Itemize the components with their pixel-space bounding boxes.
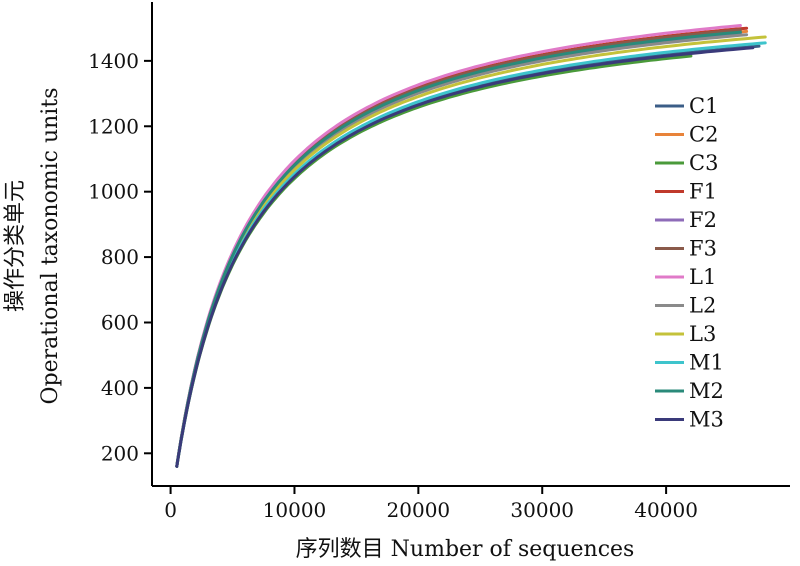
x-tick-label: 30000 (510, 498, 574, 522)
legend-label-c1: C1 (689, 94, 718, 118)
legend-label-l3: L3 (689, 322, 716, 346)
x-tick-label: 20000 (387, 498, 451, 522)
x-tick-label: 10000 (263, 498, 327, 522)
series-line-l3 (175, 35, 767, 468)
legend-label-l1: L1 (689, 265, 716, 289)
x-tick-label: 40000 (634, 498, 698, 522)
y-tick-label: 1400 (88, 49, 139, 73)
series-line-c3 (175, 54, 693, 468)
series-line-l2 (175, 33, 749, 468)
legend-label-l2: L2 (689, 294, 716, 318)
legend-label-f1: F1 (689, 180, 717, 204)
legend: C1 C2 C3 F1 F2 F3 L1 L2 L3 M1 M2 M3 (655, 94, 724, 432)
y-tick-label: 1200 (88, 114, 139, 138)
legend-label-m3: M3 (689, 408, 724, 432)
y-tick-label: 600 (101, 310, 139, 334)
legend-label-m2: M2 (689, 379, 724, 403)
legend-label-c3: C3 (689, 151, 718, 175)
series-line-m3 (175, 46, 755, 468)
y-tick-label: 400 (101, 376, 139, 400)
y-tick-label: 800 (101, 245, 139, 269)
y-ticks: 200 400 600 800 1000 1200 1400 (88, 49, 152, 465)
y-axis-title-en: Operational taxonomic units (38, 88, 63, 405)
x-tick-label: 0 (164, 498, 177, 522)
axes (151, 2, 790, 487)
legend-label-m1: M1 (689, 351, 724, 375)
legend-label-f3: F3 (689, 237, 717, 261)
series-lines (175, 24, 767, 468)
series-line-m2 (175, 30, 742, 468)
y-axis-title-cn: 操作分类单元 (3, 180, 28, 312)
y-tick-label: 200 (101, 441, 139, 465)
legend-label-f2: F2 (689, 208, 717, 232)
series-line-c1 (175, 44, 761, 468)
x-axis-title: 序列数目 Number of sequences (296, 537, 635, 562)
x-ticks: 0 10000 20000 30000 40000 (164, 486, 698, 522)
legend-label-c2: C2 (689, 123, 718, 147)
y-tick-label: 1000 (88, 180, 139, 204)
